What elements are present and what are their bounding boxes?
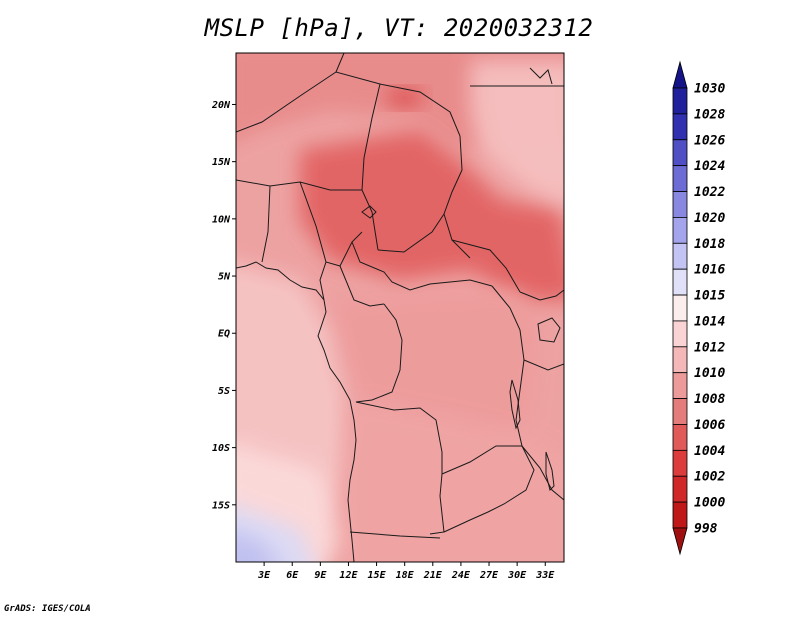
colorbar-label: 1028	[694, 107, 725, 122]
colorbar-label: 1008	[694, 392, 725, 407]
y-tick-label: 5S	[218, 386, 230, 397]
colorbar-segment	[672, 346, 688, 374]
pressure-region	[236, 532, 277, 562]
colorbar-segment	[672, 449, 688, 477]
grads-credit: GrADS: IGES/COLA	[4, 604, 91, 614]
border-car	[351, 213, 493, 291]
pressure-region	[300, 130, 564, 300]
y-tick-label: 15S	[212, 500, 230, 511]
colorbar-label: 1016	[694, 263, 725, 278]
border-nigeria	[261, 181, 363, 267]
y-tick-label: 5N	[218, 272, 231, 283]
colorbar-label: 1018	[694, 237, 725, 252]
colorbar-label: 998	[694, 522, 718, 537]
border-congo	[355, 303, 403, 403]
colorbar-label: 1000	[694, 496, 725, 511]
lake-victoria	[537, 317, 561, 343]
colorbar-segment	[672, 424, 688, 451]
x-axis: 3E 6E 9E 12E 15E 18E 21E 24E 27E 30E 33E	[257, 562, 555, 581]
colorbar-label: 1002	[694, 470, 725, 485]
colorbar-label: 1014	[694, 314, 725, 329]
colorbar-segment	[672, 165, 688, 192]
border-angola-south	[349, 531, 441, 539]
colorbar: 1030 1028 1026 1024 1022 1020 1018 1016 1015 1014…	[672, 60, 725, 556]
pressure-field	[236, 53, 564, 562]
chart-title: MSLP [hPa], VT: 2020032312	[204, 14, 594, 42]
colorbar-segment	[672, 113, 688, 141]
colorbar-label: 1026	[694, 133, 725, 148]
y-tick-label: 10N	[212, 214, 231, 225]
colorbar-segment	[672, 242, 688, 270]
pressure-region	[470, 60, 564, 204]
pressure-region	[385, 88, 425, 108]
x-tick-label: 21E	[423, 570, 443, 581]
colorbar-label: 1020	[694, 211, 725, 226]
x-tick-label: 12E	[339, 570, 358, 581]
colorbar-label: 1010	[694, 366, 725, 381]
coast-red-sea	[529, 67, 553, 85]
lake-malawi	[545, 451, 555, 491]
border-libya-south	[335, 53, 345, 73]
x-tick-label: 24E	[451, 570, 471, 581]
colorbar-label: 1015	[694, 289, 725, 304]
x-tick-label: 3E	[257, 570, 271, 581]
coastline-west	[236, 261, 357, 562]
colorbar-label: 1022	[694, 185, 725, 200]
colorbar-segment	[672, 268, 688, 296]
x-tick-label: 15E	[368, 570, 387, 581]
border-sudan-east	[443, 135, 471, 259]
colorbar-label: 1004	[694, 444, 725, 459]
colorbar-segment	[672, 372, 688, 399]
lake-tanganyika	[509, 379, 521, 430]
colorbar-segment	[672, 320, 688, 348]
colorbar-segment	[672, 139, 688, 167]
colorbar-segment	[672, 294, 688, 322]
colorbar-segment	[672, 87, 688, 115]
border-cameroon	[319, 261, 385, 307]
plot-frame	[235, 52, 565, 563]
border-sudan-south	[451, 239, 521, 293]
border-east	[519, 289, 564, 371]
colorbar-segment	[672, 501, 688, 529]
border-angola	[355, 401, 445, 535]
colorbar-label: 1024	[694, 159, 725, 174]
y-tick-label: 20N	[211, 100, 231, 111]
colorbar-cap-top	[672, 60, 688, 89]
border-niger-north	[236, 71, 461, 137]
y-tick-label: EQ	[218, 329, 230, 340]
border-zambia	[441, 445, 535, 533]
x-tick-label: 9E	[314, 570, 327, 581]
border-mozambique	[521, 445, 564, 501]
colorbar-segment	[672, 475, 688, 503]
x-tick-label: 30E	[507, 570, 527, 581]
colorbar-segment	[672, 191, 688, 218]
border-chad-sudan	[361, 83, 381, 251]
x-tick-label: 27E	[479, 570, 499, 581]
colorbar-label: 1006	[694, 418, 725, 433]
x-tick-label: 18E	[396, 570, 415, 581]
colorbar-label: 1030	[694, 82, 725, 97]
country-borders	[236, 53, 564, 562]
x-tick-label: 33E	[535, 570, 555, 581]
y-tick-label: 15N	[212, 157, 231, 168]
pressure-region	[340, 400, 564, 562]
y-axis: 20N 15N 10N 5N EQ 5S 10S 15S	[211, 100, 236, 511]
colorbar-segment	[672, 398, 688, 425]
y-tick-label: 10S	[212, 443, 230, 454]
x-tick-label: 6E	[286, 570, 299, 581]
colorbar-cap-bottom	[672, 527, 688, 556]
colorbar-label: 1012	[694, 340, 725, 355]
lake-chad	[361, 205, 377, 219]
colorbar-segment	[672, 217, 688, 244]
